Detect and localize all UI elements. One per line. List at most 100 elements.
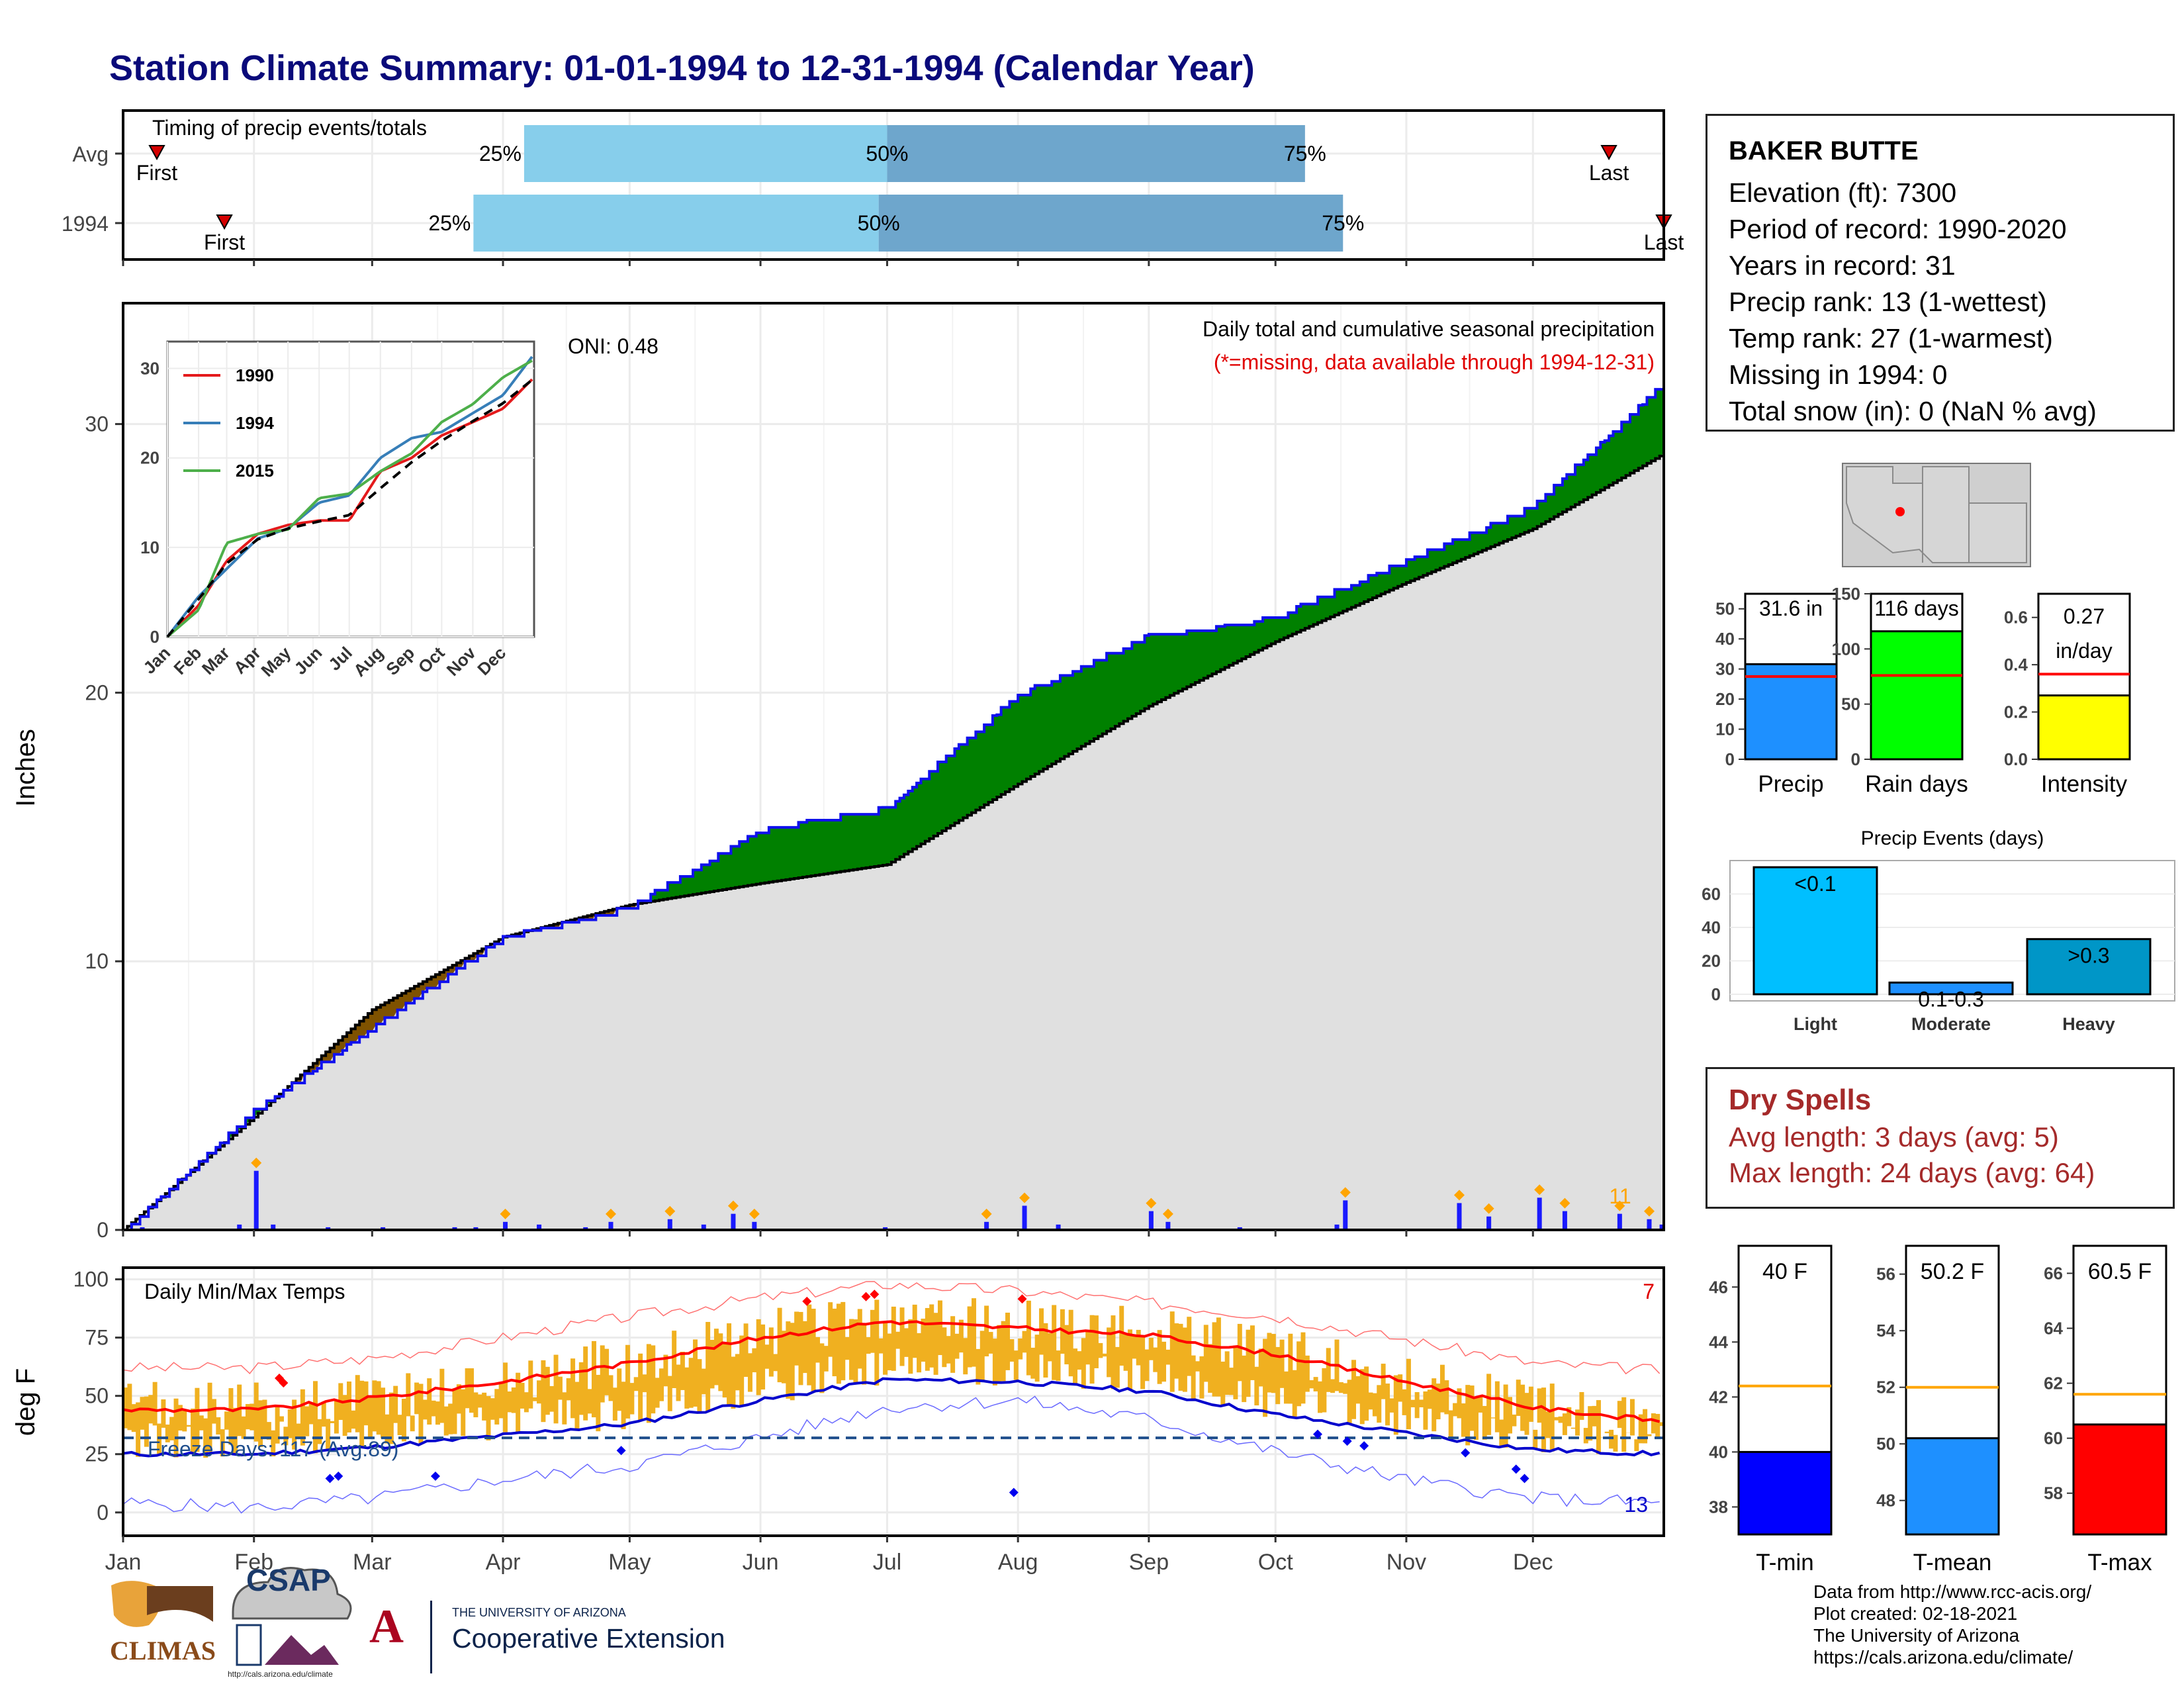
above-average-fill (866, 814, 871, 868)
daily-temp-bar (528, 1360, 533, 1409)
above-average-fill (1047, 685, 1052, 767)
daily-temp-bar (1111, 1315, 1116, 1389)
above-average-fill (237, 1126, 242, 1132)
daily-temp-bar (1161, 1341, 1166, 1382)
daily-temp-bar (600, 1345, 605, 1403)
above-average-fill (1575, 465, 1580, 505)
temp-summary-tick-label: 62 (2044, 1374, 2063, 1393)
above-average-fill (1343, 589, 1348, 612)
daily-temp-bar (659, 1368, 664, 1401)
inset-legend-label: 1990 (236, 365, 274, 385)
snow-event-marker (749, 1208, 760, 1219)
above-average-fill (747, 836, 753, 886)
above-average-fill (1267, 617, 1272, 646)
above-average-fill (1102, 660, 1107, 734)
daily-temp-bar (363, 1381, 369, 1426)
daily-temp-bar (878, 1338, 884, 1354)
temp-summary-tick-label: 44 (1709, 1332, 1728, 1352)
above-average-fill (979, 731, 985, 808)
daily-temp-bar (494, 1389, 500, 1425)
record-low-marker (616, 1446, 626, 1456)
above-average-fill (1208, 630, 1213, 677)
daily-temp-bar (1478, 1395, 1483, 1413)
daily-temp-bar (794, 1311, 799, 1366)
daily-temp-bar (220, 1429, 225, 1457)
above-average-fill (1313, 604, 1318, 625)
daily-temp-bar (537, 1380, 542, 1404)
above-average-fill (1322, 596, 1327, 621)
daily-temp-bar (1182, 1327, 1187, 1392)
above-average-fill (672, 882, 677, 898)
temp-y-tick-label: 75 (85, 1326, 109, 1350)
above-average-fill (954, 749, 960, 823)
last-event-marker (1600, 145, 1617, 161)
snow-event-marker (1146, 1197, 1157, 1209)
above-average-fill (684, 876, 690, 896)
mini-bar-tick-label: 0 (1725, 749, 1735, 769)
daily-temp-bar (1039, 1308, 1044, 1355)
daily-temp-bar (1372, 1393, 1377, 1417)
daily-temp-bar (334, 1399, 339, 1434)
above-average-fill (1638, 405, 1643, 469)
temp-summary-tick-label: 42 (1709, 1387, 1728, 1407)
daily-temp-bar (642, 1374, 647, 1393)
above-average-fill (794, 827, 799, 878)
daily-temp-bar (1127, 1329, 1132, 1391)
daily-temp-bar (1297, 1341, 1302, 1407)
daily-temp-bar (456, 1384, 461, 1414)
above-average-fill (1347, 589, 1352, 610)
above-average-fill (950, 755, 956, 826)
below-average-fill (393, 998, 398, 1018)
daily-temp-bar (1351, 1360, 1356, 1419)
climas-logo-mountain (147, 1586, 213, 1622)
above-average-fill (1414, 557, 1420, 579)
above-average-fill (1381, 573, 1386, 594)
daily-temp-bar (1338, 1382, 1343, 1393)
timing-row-label: 1994 (62, 212, 109, 236)
above-average-fill (1039, 685, 1044, 772)
above-average-fill (727, 853, 732, 889)
daily-precip-bar (984, 1221, 989, 1230)
csap-logo-text: CSAP (246, 1563, 331, 1597)
above-average-fill (1545, 494, 1551, 522)
temp-summary-tick-label: 66 (2044, 1264, 2063, 1284)
daily-temp-bar (617, 1368, 622, 1411)
daily-temp-bar (511, 1387, 516, 1413)
events-category-label: Heavy (2062, 1014, 2115, 1034)
daily-temp-bar (443, 1406, 449, 1436)
above-average-fill (1486, 527, 1492, 549)
below-average-fill (456, 962, 462, 968)
daily-temp-bar (165, 1425, 170, 1442)
temp-summary-tick-label: 64 (2044, 1319, 2063, 1338)
above-average-fill (1609, 436, 1614, 485)
daily-temp-bar (1119, 1305, 1124, 1366)
daily-temp-bar (798, 1311, 803, 1385)
daily-temp-bar (1136, 1329, 1141, 1366)
daily-temp-bar (1364, 1366, 1369, 1421)
daily-temp-bar (1621, 1397, 1627, 1452)
record-high-marker (1017, 1294, 1027, 1304)
daily-temp-bar (144, 1396, 149, 1447)
above-average-fill (823, 820, 829, 874)
above-average-fill (1157, 634, 1162, 702)
timing-p75-label: 75% (1322, 211, 1364, 235)
above-average-fill (988, 724, 993, 802)
daily-precip-bar (326, 1227, 331, 1230)
daily-temp-bar (608, 1375, 614, 1401)
above-average-fill (1250, 625, 1255, 655)
above-average-fill (722, 853, 727, 890)
above-average-fill (1473, 532, 1479, 554)
daily-temp-bar (967, 1306, 972, 1368)
daily-temp-bar (152, 1382, 158, 1426)
daily-temp-bar (1030, 1347, 1036, 1379)
csap-logo-mountain (265, 1635, 339, 1665)
daily-temp-bar (1275, 1346, 1281, 1405)
daily-temp-bar (1659, 1422, 1664, 1427)
above-average-fill (1064, 675, 1069, 757)
first-event-marker (216, 214, 233, 230)
above-average-fill (1621, 422, 1627, 478)
daily-precip-bar (667, 1219, 672, 1230)
daily-temp-bar (891, 1306, 896, 1371)
above-average-fill (1309, 604, 1314, 627)
events-y-tick-label: 40 (1702, 917, 1721, 937)
